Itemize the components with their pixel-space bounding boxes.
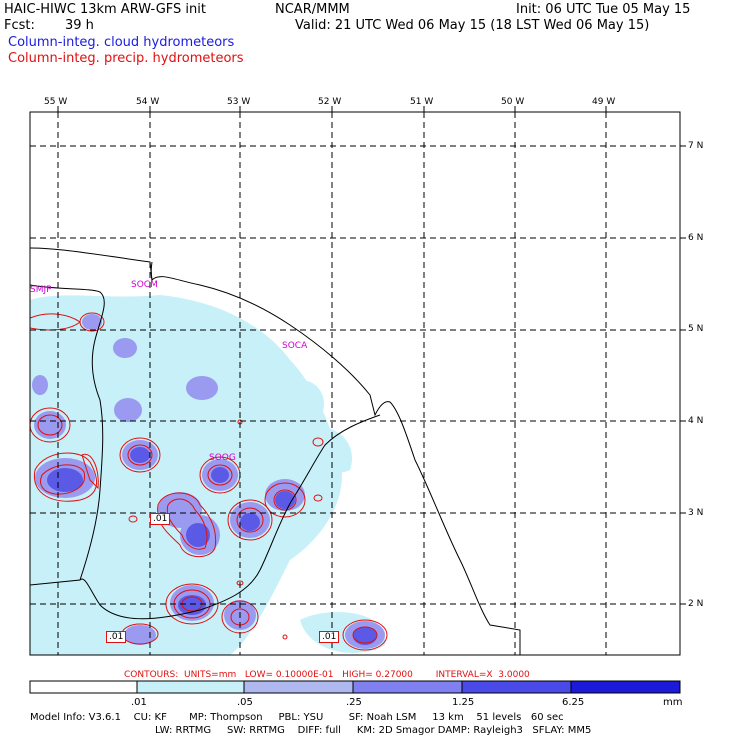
model-info-line1: Model Info: V3.6.1 CU: KF MP: Thompson P… [30, 712, 564, 723]
colorbar-bin [353, 681, 462, 693]
colorbar-bin [462, 681, 571, 693]
colorbar-tick-label: .01 [131, 697, 147, 708]
model-info-line2: LW: RRTMG SW: RRTMG DIFF: full KM: 2D Sm… [155, 725, 591, 736]
colorbar-bin [137, 681, 244, 693]
colorbar-bin [30, 681, 137, 693]
colorbar-bin [244, 681, 353, 693]
colorbar-tick-label: .05 [237, 697, 253, 708]
colorbar-tick-label: .25 [346, 697, 362, 708]
colorbar [0, 0, 740, 740]
colorbar-units: mm [663, 697, 682, 708]
colorbar-bin [571, 681, 680, 693]
colorbar-tick-label: 6.25 [562, 697, 584, 708]
colorbar-tick-label: 1.25 [452, 697, 474, 708]
